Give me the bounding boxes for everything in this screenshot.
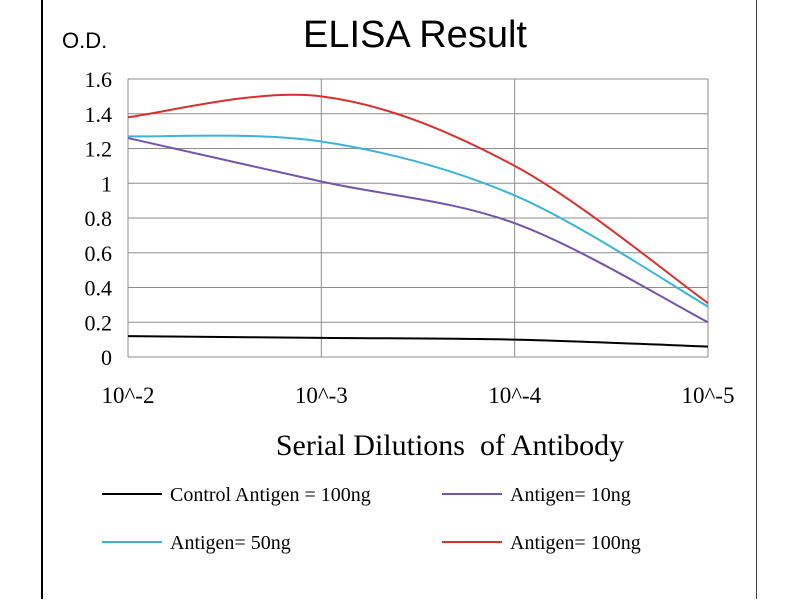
y-tick-label: 0.8 bbox=[85, 206, 113, 231]
series-line-1 bbox=[127, 137, 709, 324]
y-tick-label: 0.6 bbox=[85, 241, 113, 266]
x-tick-label: 10^-2 bbox=[102, 383, 155, 408]
series-line-3 bbox=[127, 93, 709, 304]
y-axis-label: O.D. bbox=[62, 28, 107, 53]
legend-label: Antigen= 100ng bbox=[510, 532, 641, 554]
y-tick-label: 0.4 bbox=[85, 276, 113, 301]
legend-label: Control Antigen = 100ng bbox=[170, 484, 371, 506]
series-lines bbox=[127, 93, 709, 348]
x-axis-label: Serial Dilutions of Antibody bbox=[276, 429, 624, 462]
legend-label: Antigen= 10ng bbox=[510, 484, 631, 506]
y-tick-labels: 0 0.2 0.4 0.6 0.8 1 1.2 1.4 1.6 bbox=[85, 67, 113, 370]
legend: Control Antigen = 100ng Antigen= 10ng Anti… bbox=[102, 484, 641, 554]
chart-frame bbox=[41, 0, 757, 599]
y-tick-label: 1.6 bbox=[85, 67, 113, 92]
y-tick-label: 1.4 bbox=[85, 102, 113, 127]
series-line-0 bbox=[127, 335, 709, 348]
series-line-2 bbox=[127, 134, 709, 308]
y-tick-label: 0.2 bbox=[85, 310, 113, 335]
x-tick-label: 10^-3 bbox=[295, 383, 348, 408]
x-tick-labels: 10^-2 10^-3 10^-4 10^-5 bbox=[102, 383, 735, 408]
x-tick-label: 10^-4 bbox=[488, 383, 541, 408]
chart-title: ELISA Result bbox=[303, 14, 527, 56]
y-tick-label: 0 bbox=[101, 345, 112, 370]
gridlines bbox=[127, 78, 709, 358]
y-tick-label: 1 bbox=[101, 171, 112, 196]
legend-label: Antigen= 50ng bbox=[170, 532, 291, 554]
y-tick-label: 1.2 bbox=[85, 137, 113, 162]
x-tick-label: 10^-5 bbox=[682, 383, 735, 408]
